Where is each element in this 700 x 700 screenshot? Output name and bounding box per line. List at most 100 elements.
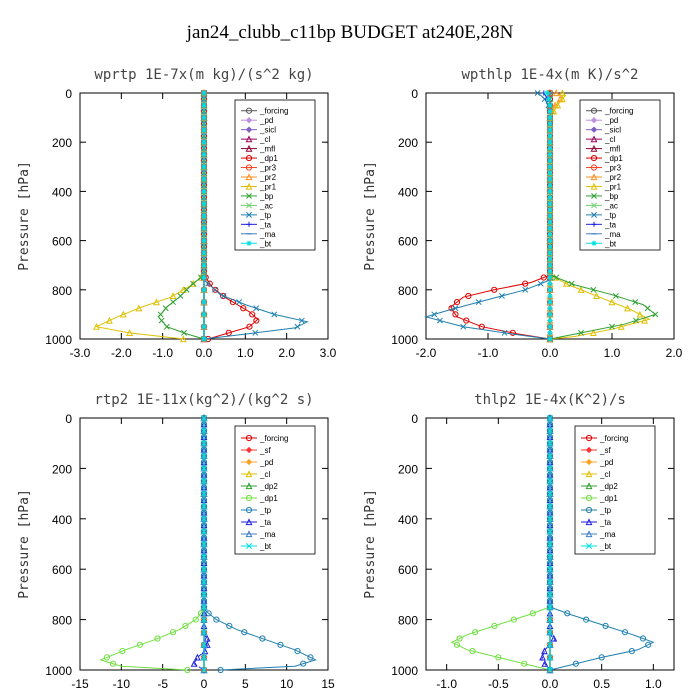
- data-point: [201, 566, 207, 573]
- x-tick-label: -2.0: [416, 346, 437, 360]
- legend-marker: [591, 240, 597, 246]
- legend-marker: [590, 107, 598, 114]
- data-point: [564, 610, 571, 617]
- data-point: [201, 591, 207, 598]
- data-point: [541, 659, 549, 667]
- data-point: [179, 335, 187, 343]
- data-point: [201, 503, 207, 510]
- data-point: [300, 660, 307, 667]
- legend-marker: [245, 470, 253, 478]
- data-point: [621, 629, 629, 636]
- data-point: [220, 292, 227, 300]
- data-point: [201, 336, 207, 342]
- data-point: [170, 299, 176, 306]
- data-point: [201, 427, 207, 434]
- legend-label: _ma: [604, 230, 621, 239]
- y-tick-label: 600: [398, 563, 418, 577]
- data-point: [294, 648, 301, 655]
- data-point: [547, 102, 553, 108]
- data-point: [201, 553, 207, 560]
- data-point: [431, 311, 438, 318]
- data-point: [217, 666, 224, 674]
- data-point: [201, 164, 207, 170]
- x-tick-label: 2.0: [278, 346, 295, 360]
- x-tick-label: 1.0: [237, 346, 254, 360]
- data-point: [547, 528, 553, 535]
- legend-label: _dp1: [259, 154, 278, 163]
- data-point: [201, 287, 207, 293]
- data-point: [206, 280, 213, 287]
- data-point: [547, 231, 553, 238]
- data-point: [547, 133, 553, 139]
- series-tp: [424, 90, 553, 342]
- data-point: [522, 280, 529, 287]
- data-point: [158, 317, 165, 324]
- data-point: [205, 280, 212, 287]
- y-tick-label: 0: [65, 87, 72, 101]
- data-point: [201, 250, 207, 256]
- data-point: [201, 667, 207, 673]
- legend-marker: [590, 182, 598, 190]
- data-point: [547, 262, 553, 268]
- legend-label: _cl: [259, 135, 270, 144]
- data-point: [201, 262, 207, 268]
- legend-marker: [586, 543, 592, 549]
- data-point: [236, 299, 243, 306]
- legend-label: _tp: [259, 211, 272, 220]
- data-point: [205, 610, 212, 617]
- legend-marker: [245, 126, 253, 133]
- legend-marker: [590, 135, 598, 143]
- data-point: [510, 616, 517, 623]
- y-tick-label: 200: [398, 462, 418, 476]
- data-point: [307, 654, 314, 661]
- data-point: [547, 256, 553, 262]
- data-point: [456, 635, 463, 642]
- data-point: [593, 292, 600, 300]
- legend-label: _tp: [604, 211, 617, 220]
- series-dp1: [448, 89, 554, 343]
- series-line: [549, 93, 657, 340]
- data-point: [547, 503, 553, 510]
- legend-marker: [245, 458, 253, 466]
- legend: _forcing_pd_sicl_cl_mfl_dp1_pr3_pr2_pr1_…: [234, 99, 316, 251]
- data-point: [547, 188, 553, 194]
- legend: _forcing _sf _pd _cl _dp2 _dp1 _tp _ta _ma _bt: [574, 425, 656, 555]
- data-point: [253, 305, 260, 312]
- data-point: [201, 641, 207, 648]
- data-point: [201, 415, 207, 421]
- x-tick-label: 0.5: [593, 677, 610, 691]
- data-point: [184, 666, 191, 674]
- legend-label: _forcing: [259, 107, 288, 116]
- y-tick-label: 200: [398, 136, 418, 150]
- data-point: [190, 280, 197, 287]
- legend-marker: [585, 458, 593, 466]
- data-point: [201, 654, 207, 661]
- legend-marker: [245, 154, 253, 162]
- data-point: [578, 329, 584, 336]
- data-point: [201, 274, 207, 281]
- data-point: [547, 553, 553, 560]
- data-point: [452, 311, 459, 318]
- data-point: [201, 115, 207, 121]
- data-point: [183, 286, 190, 293]
- data-point: [547, 465, 553, 472]
- series-line: [450, 418, 551, 671]
- legend-label: _ma: [259, 230, 276, 239]
- data-point: [644, 305, 651, 312]
- data-point: [201, 478, 207, 484]
- data-point: [547, 194, 553, 201]
- data-point: [547, 219, 553, 225]
- data-point: [547, 238, 553, 244]
- data-point: [590, 286, 597, 293]
- y-axis-label: Pressure [hPa]: [363, 161, 378, 271]
- series-line: [157, 93, 205, 340]
- data-point: [617, 322, 625, 330]
- data-point: [547, 604, 553, 610]
- y-tick-label: 200: [52, 462, 72, 476]
- x-tick-label: -5: [157, 677, 168, 691]
- data-point: [547, 616, 553, 623]
- data-point: [201, 604, 207, 610]
- legend-label: _pd: [259, 116, 273, 125]
- y-tick-label: 400: [398, 513, 418, 527]
- data-point: [436, 317, 443, 324]
